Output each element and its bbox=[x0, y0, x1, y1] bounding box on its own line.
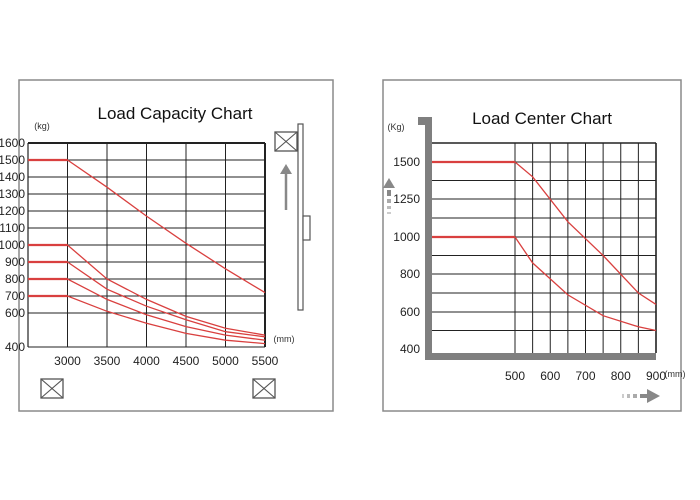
x-tick-label: 4000 bbox=[133, 354, 160, 368]
y-tick-label: 1500 bbox=[0, 153, 25, 167]
pallet-load-icon bbox=[40, 378, 64, 399]
y-tick-label: 1000 bbox=[0, 238, 25, 252]
y-tick-label: 1300 bbox=[0, 187, 25, 201]
y-tick-label: 1400 bbox=[0, 170, 25, 184]
load-center-curve bbox=[514, 236, 657, 332]
load-center-curves bbox=[432, 160, 657, 332]
up-arrow-icon bbox=[280, 164, 292, 210]
x-tick-label: 3000 bbox=[54, 354, 81, 368]
load-center-x-tick-labels: 500 600 700 800 900 bbox=[505, 369, 666, 383]
y-tick-label: 400 bbox=[400, 342, 420, 356]
load-capacity-x-tick-labels: 3000 3500 4000 4500 5000 5500 bbox=[54, 354, 279, 368]
y-tick-label: 600 bbox=[400, 305, 420, 319]
x-tick-label: 700 bbox=[575, 369, 595, 383]
y-tick-label: 600 bbox=[5, 306, 25, 320]
x-tick-label: 500 bbox=[505, 369, 525, 383]
up-arrow-icon bbox=[383, 178, 395, 214]
x-tick-label: 600 bbox=[540, 369, 560, 383]
pallet-load-icon bbox=[252, 378, 276, 399]
load-center-chart: Load Center Chart (Kg) (mm) 400 600 800 100… bbox=[382, 79, 686, 412]
x-tick-label: 3500 bbox=[94, 354, 121, 368]
y-tick-label: 1250 bbox=[393, 192, 420, 206]
load-center-grid bbox=[432, 142, 657, 353]
y-tick-label: 1100 bbox=[0, 221, 25, 235]
x-tick-label: 900 bbox=[646, 369, 666, 383]
x-tick-label: 5000 bbox=[212, 354, 239, 368]
y-tick-label: 1000 bbox=[393, 230, 420, 244]
y-unit-label: (kg) bbox=[34, 121, 50, 131]
load-center-curve bbox=[514, 161, 657, 305]
x-tick-label: 800 bbox=[611, 369, 631, 383]
load-center-y-tick-labels: 400 600 800 1000 1250 1500 bbox=[393, 155, 420, 356]
y-tick-label: 1600 bbox=[0, 136, 25, 150]
y-tick-label: 800 bbox=[5, 272, 25, 286]
x-unit-label: (mm) bbox=[274, 334, 295, 344]
axis-bar-decoration bbox=[418, 117, 656, 360]
y-tick-label: 1200 bbox=[0, 204, 25, 218]
y-tick-label: 900 bbox=[5, 255, 25, 269]
load-capacity-curves bbox=[28, 158, 266, 345]
load-capacity-y-tick-labels: 400 600 700 800 900 1000 1100 1200 1300 1400 1500 1… bbox=[0, 136, 25, 354]
right-arrow-icon bbox=[622, 389, 660, 403]
y-tick-label: 1500 bbox=[393, 155, 420, 169]
x-unit-label: (mm) bbox=[665, 369, 686, 379]
x-tick-label: 4500 bbox=[173, 354, 200, 368]
load-capacity-chart: Load Capacity Chart (kg) (mm) 400 600 700 8… bbox=[0, 79, 334, 412]
load-capacity-title: Load Capacity Chart bbox=[98, 104, 253, 123]
y-tick-label: 400 bbox=[5, 340, 25, 354]
pallet-load-icon bbox=[274, 131, 298, 152]
load-center-title: Load Center Chart bbox=[472, 109, 612, 128]
y-tick-label: 800 bbox=[400, 267, 420, 281]
y-unit-label: (Kg) bbox=[387, 122, 404, 132]
x-tick-label: 5500 bbox=[252, 354, 279, 368]
mast-icon bbox=[297, 123, 311, 311]
y-tick-label: 700 bbox=[5, 289, 25, 303]
